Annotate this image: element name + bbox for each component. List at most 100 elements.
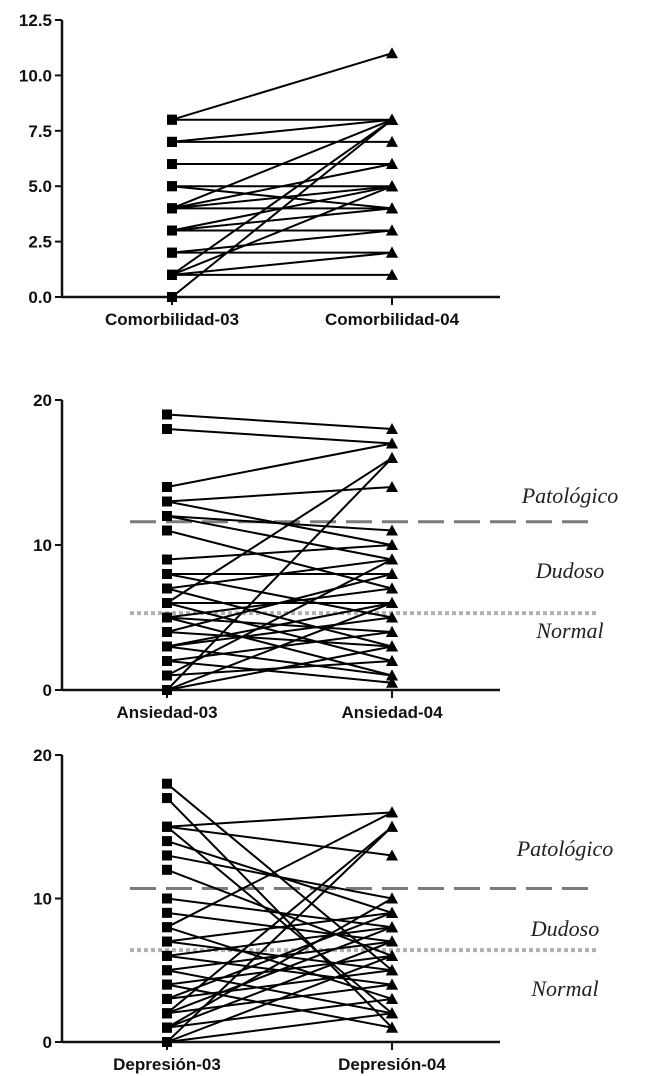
triangle-marker bbox=[386, 202, 398, 214]
y-tick-label: 12.5 bbox=[19, 11, 52, 30]
series-line bbox=[166, 811, 393, 929]
triangle-marker bbox=[386, 437, 398, 449]
series-line bbox=[166, 428, 393, 445]
triangle-marker bbox=[386, 553, 398, 565]
triangle-marker bbox=[386, 539, 398, 550]
triangle-marker bbox=[386, 268, 398, 280]
triangle-marker bbox=[386, 246, 398, 258]
square-marker bbox=[162, 864, 172, 875]
triangle-marker bbox=[386, 676, 398, 688]
triangle-marker bbox=[386, 47, 398, 59]
series-line bbox=[166, 457, 393, 691]
triangle-marker bbox=[386, 113, 398, 125]
square-marker bbox=[162, 1037, 172, 1047]
series-line bbox=[166, 558, 393, 677]
square-marker bbox=[167, 181, 177, 192]
square-marker bbox=[162, 965, 172, 976]
series-line bbox=[166, 854, 393, 900]
square-marker bbox=[167, 247, 177, 258]
triangle-marker bbox=[386, 806, 398, 818]
square-marker bbox=[162, 482, 172, 492]
series-line bbox=[166, 486, 393, 503]
y-tick-label: 20 bbox=[33, 391, 52, 410]
triangle-marker bbox=[386, 978, 398, 990]
triangle-marker bbox=[386, 611, 398, 623]
series-line bbox=[166, 826, 393, 1043]
triangle-marker bbox=[386, 1021, 398, 1033]
series-line bbox=[166, 940, 393, 1029]
zone-label: Dudoso bbox=[530, 916, 599, 941]
chart-panel-2: 0 10 20 Ansiedad-03 Ansiedad-04 Patológico Dud… bbox=[33, 391, 618, 722]
square-marker bbox=[162, 670, 172, 681]
triangle-marker bbox=[386, 568, 398, 579]
zone-label: Normal bbox=[530, 976, 598, 1001]
y-tick-label: 5.0 bbox=[28, 177, 52, 196]
triangle-marker bbox=[386, 452, 398, 463]
triangle-marker bbox=[386, 849, 398, 861]
triangle-marker bbox=[386, 906, 398, 918]
triangle-marker bbox=[386, 949, 398, 961]
series-line bbox=[166, 954, 393, 1043]
square-marker bbox=[162, 641, 172, 652]
square-marker bbox=[162, 656, 172, 666]
square-marker bbox=[162, 612, 172, 623]
square-marker bbox=[162, 778, 172, 789]
triangle-marker bbox=[386, 935, 398, 947]
zone-label: Patológico bbox=[521, 483, 619, 508]
series-line bbox=[171, 52, 393, 121]
series-line bbox=[166, 1012, 393, 1043]
triangle-marker bbox=[386, 640, 398, 652]
square-marker bbox=[167, 225, 177, 236]
triangle-marker bbox=[386, 158, 398, 170]
series-line bbox=[166, 442, 393, 488]
triangle-marker bbox=[386, 655, 398, 666]
square-marker bbox=[162, 583, 172, 594]
series-line bbox=[166, 515, 393, 532]
square-marker bbox=[162, 424, 172, 434]
x-category-label: Depresión-04 bbox=[338, 1055, 446, 1074]
y-tick-label: 10 bbox=[33, 536, 52, 555]
square-marker bbox=[162, 569, 172, 579]
square-marker bbox=[162, 1008, 172, 1019]
square-marker bbox=[162, 525, 172, 536]
series-line bbox=[171, 229, 393, 254]
triangle-marker bbox=[386, 921, 398, 933]
x-category-label: Depresión-03 bbox=[113, 1055, 221, 1074]
triangle-marker bbox=[386, 669, 398, 681]
square-marker bbox=[167, 292, 177, 302]
series-line bbox=[171, 118, 393, 143]
square-marker bbox=[162, 907, 172, 918]
triangle-marker bbox=[386, 626, 398, 637]
square-marker bbox=[162, 893, 172, 904]
y-tick-label: 0 bbox=[43, 681, 52, 700]
x-category-label: Ansiedad-04 bbox=[341, 703, 443, 722]
triangle-marker bbox=[386, 964, 398, 976]
triangle-marker bbox=[386, 524, 398, 536]
series-line bbox=[166, 911, 393, 943]
square-marker bbox=[162, 511, 172, 521]
square-marker bbox=[167, 269, 177, 280]
chart-panel-1: 0.0 2.5 5.0 7.5 10.0 12.5 Comorbilidad-03 Comor… bbox=[19, 11, 500, 329]
series-line bbox=[166, 660, 393, 684]
y-tick-label: 0.0 bbox=[28, 288, 52, 307]
x-category-label: Ansiedad-03 bbox=[116, 703, 217, 722]
x-category-label: Comorbilidad-04 bbox=[325, 310, 460, 329]
series-line bbox=[166, 926, 393, 957]
triangle-marker bbox=[386, 224, 398, 236]
y-tick-label: 7.5 bbox=[28, 122, 52, 141]
triangle-marker bbox=[386, 597, 398, 608]
series-line bbox=[166, 515, 393, 561]
series-line bbox=[166, 645, 393, 691]
square-marker bbox=[162, 936, 172, 947]
series-line bbox=[166, 457, 393, 604]
series-line bbox=[166, 631, 393, 648]
triangle-marker bbox=[386, 820, 398, 832]
series-line bbox=[171, 118, 393, 210]
zone-label: Normal bbox=[535, 618, 603, 643]
series-line bbox=[166, 926, 393, 1015]
square-marker bbox=[162, 821, 172, 832]
series-line bbox=[171, 118, 393, 276]
square-marker bbox=[162, 627, 172, 637]
chart-panel-3: 0 10 20 Depresión-03 Depresión-04 Patológico D… bbox=[33, 746, 613, 1074]
